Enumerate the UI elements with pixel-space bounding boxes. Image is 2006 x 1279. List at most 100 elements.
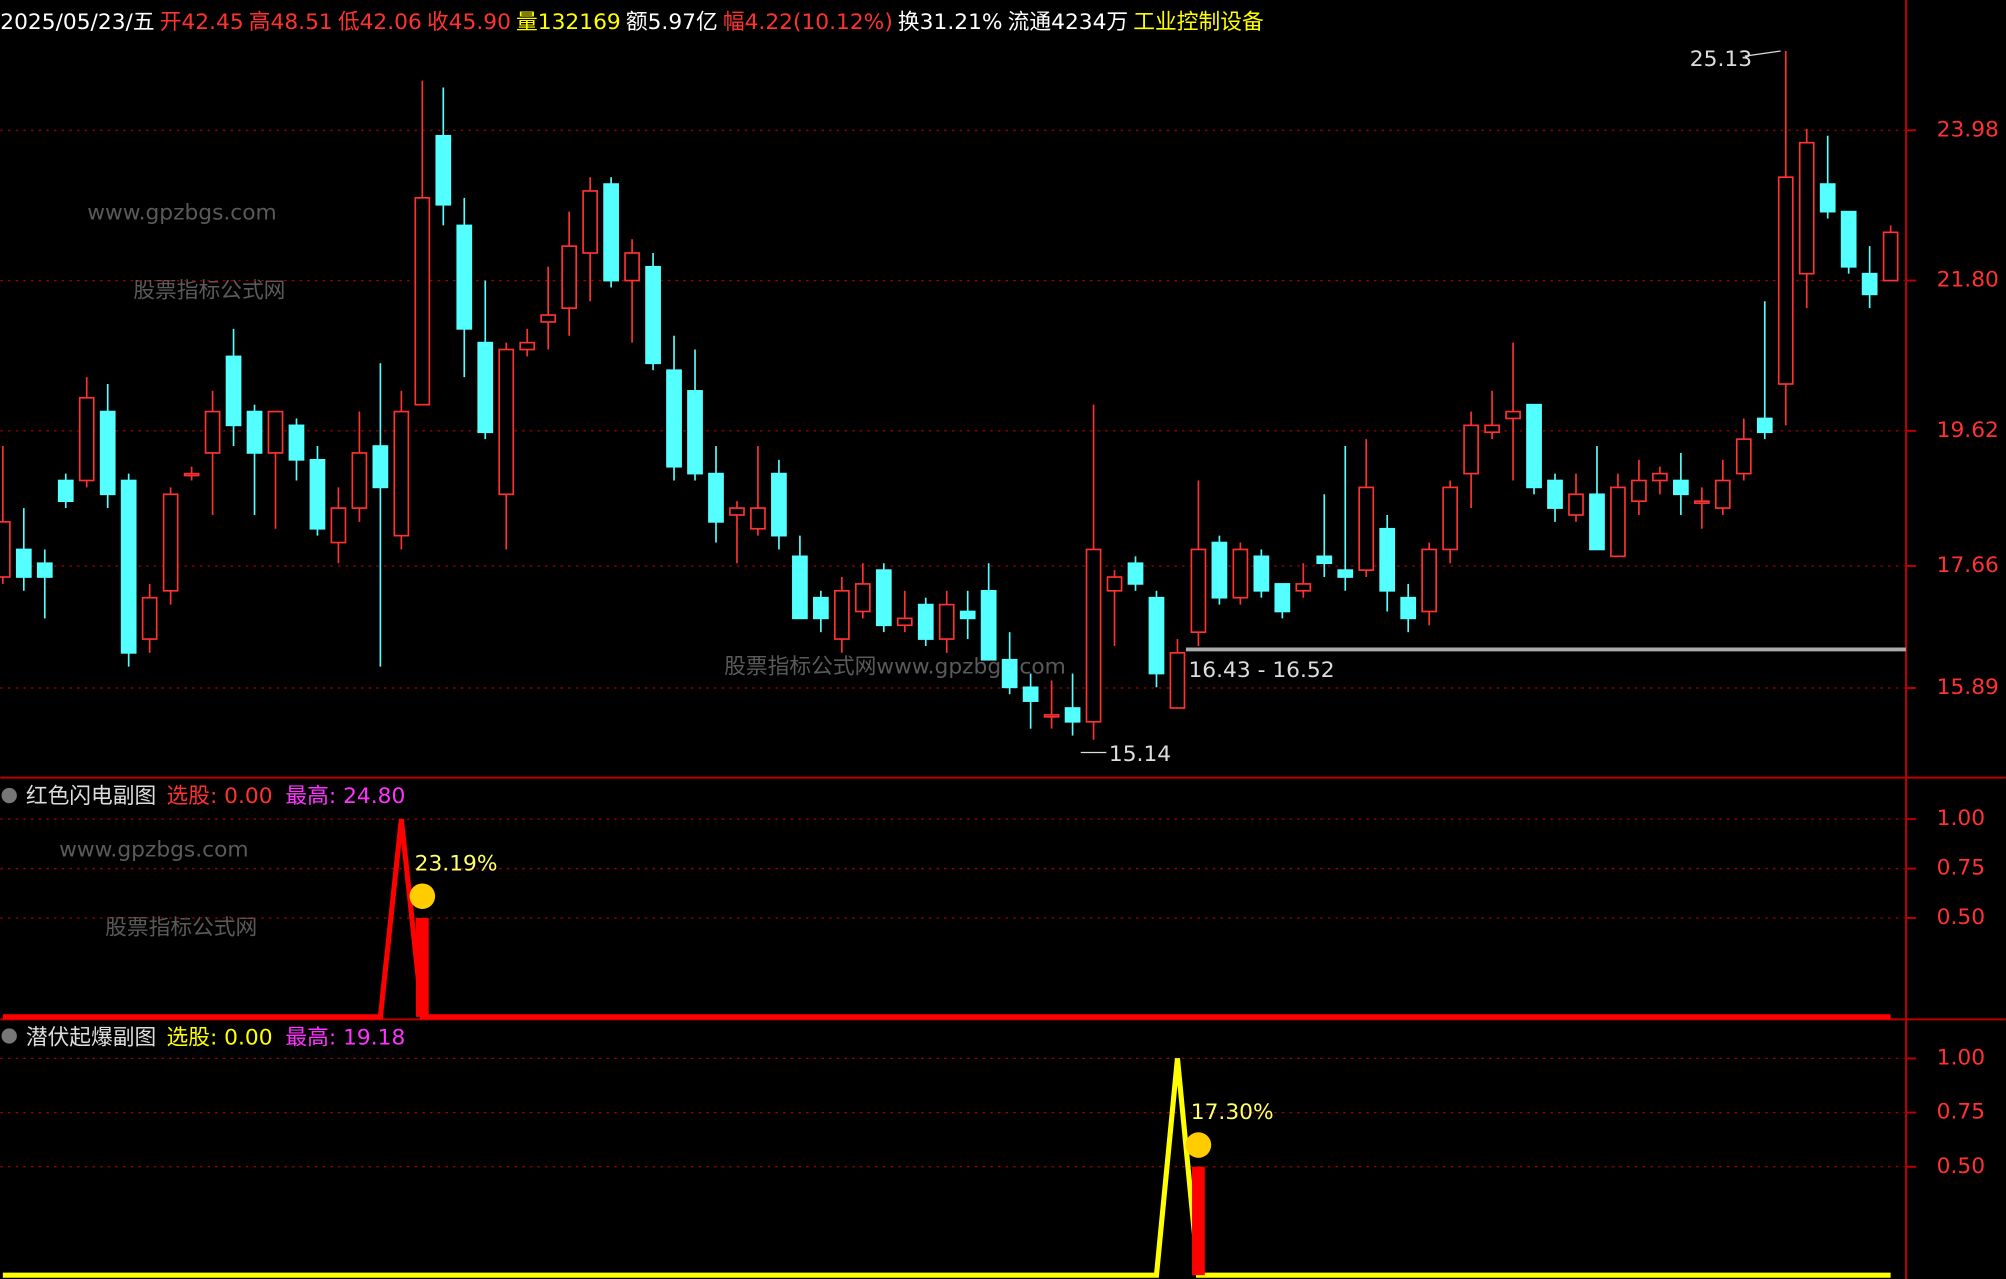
candle-body — [666, 369, 682, 468]
candle-body — [1022, 686, 1039, 702]
y-tick-label: 21.80 — [1937, 268, 1999, 293]
panel-title: 潜伏起爆副图 — [26, 1026, 156, 1051]
header-item: 量132169 — [516, 10, 621, 35]
candle-body — [1316, 555, 1333, 565]
candle-body — [603, 183, 619, 282]
candle-body — [1274, 583, 1291, 613]
candle-body — [1085, 548, 1102, 723]
candle-body — [1127, 562, 1144, 585]
candle-body — [1505, 410, 1521, 420]
header-item: 开42.45 — [160, 10, 244, 35]
candle-body — [624, 252, 640, 282]
candle-body — [1777, 176, 1794, 385]
candle-body — [351, 452, 368, 509]
candle-body — [1337, 569, 1354, 578]
candle-body — [1169, 652, 1186, 709]
y-tick-label: 0.50 — [1937, 1154, 1985, 1179]
candle-body — [1714, 479, 1731, 509]
panel-title: 红色闪电副图 — [26, 784, 156, 809]
candle-body — [225, 355, 242, 427]
y-tick-label: 17.66 — [1937, 553, 1999, 578]
y-tick-label: 15.89 — [1937, 675, 1999, 700]
high-note: 25.13 — [1690, 47, 1752, 72]
candle-body — [1840, 210, 1857, 268]
candle-body — [477, 341, 494, 434]
candle-body — [1421, 548, 1438, 613]
candle-body — [204, 410, 221, 454]
smiley — [409, 883, 436, 910]
header: 2025/05/23/五 开42.45 高48.51 低42.06 收45.90 量132… — [0, 10, 1264, 35]
candle-body — [288, 424, 305, 461]
candle-body — [645, 265, 661, 365]
y-tick-label: 1.00 — [1937, 806, 1985, 831]
watermark: 股票指标公式网 — [105, 916, 257, 941]
smiley — [1185, 1132, 1212, 1158]
candle-body — [1001, 658, 1018, 689]
candle-body — [687, 390, 703, 475]
header-item: 2025/05/23/五 — [0, 10, 154, 35]
candle-body — [57, 479, 74, 503]
candle-body — [435, 134, 452, 206]
y-tick-label: 19.62 — [1937, 418, 1999, 443]
panel-icon — [1, 787, 17, 804]
candle-body — [78, 396, 95, 482]
candle-body — [15, 548, 32, 578]
y-tick-label: 0.50 — [1937, 905, 1985, 930]
candle-body — [99, 410, 116, 496]
candle-body — [833, 589, 850, 640]
panel-header: 红色闪电副图 选股: 0.00 最高: 24.80 — [26, 784, 405, 809]
candle-body — [519, 341, 536, 351]
candle-body — [1358, 486, 1375, 571]
pick-label: 选股: 0.00 — [166, 1026, 272, 1051]
candle-body — [540, 314, 557, 323]
candle-body — [120, 479, 137, 654]
candle-body — [267, 410, 284, 454]
header-item: 流通4234万 — [1008, 10, 1129, 35]
candle-body — [330, 507, 347, 544]
candle-body — [141, 596, 158, 640]
candle-body — [1652, 472, 1668, 482]
candle-body — [1232, 548, 1249, 599]
candle-body — [875, 569, 892, 627]
y-tick-label: 0.75 — [1937, 856, 1985, 881]
candle-body — [1610, 486, 1626, 558]
candle-body — [1190, 548, 1207, 634]
candle-body — [813, 596, 829, 620]
candle-body — [1064, 707, 1081, 723]
panel-icon — [1, 1028, 17, 1044]
header-item: 幅4.22(10.12%) — [723, 10, 893, 35]
candle-body — [36, 562, 53, 578]
candle-body — [938, 603, 955, 640]
y-tick-label: 0.75 — [1937, 1100, 1985, 1125]
candle-body — [917, 603, 934, 640]
candle-body — [1463, 424, 1479, 475]
signal-line — [2, 818, 1891, 1020]
candle-body — [1295, 583, 1312, 592]
candle-body — [309, 458, 326, 530]
low-note: 15.14 — [1109, 742, 1171, 767]
signal-bar — [1192, 1166, 1205, 1276]
candle-body — [1379, 527, 1396, 592]
candle-body — [1043, 714, 1060, 718]
candle-body — [456, 224, 473, 330]
candle-body — [372, 445, 389, 489]
candle-body — [1148, 596, 1165, 675]
candle-body — [498, 348, 515, 496]
panel-header: 潜伏起爆副图 选股: 0.00 最高: 19.18 — [26, 1026, 405, 1051]
candle-body — [1631, 479, 1647, 503]
candle-body — [1589, 493, 1605, 551]
candle-body — [162, 493, 179, 592]
candle-body — [1798, 141, 1815, 275]
candle-body — [246, 410, 263, 454]
candle-body — [1861, 272, 1878, 296]
candle-body — [1673, 479, 1689, 496]
candle-body — [1484, 424, 1500, 434]
candle-body — [1693, 500, 1710, 504]
signal-line — [2, 1058, 1891, 1278]
y-tick-label: 1.00 — [1937, 1045, 1985, 1070]
header-item: 低42.06 — [338, 10, 422, 35]
watermark: www.gpzbgs.com — [59, 838, 249, 863]
